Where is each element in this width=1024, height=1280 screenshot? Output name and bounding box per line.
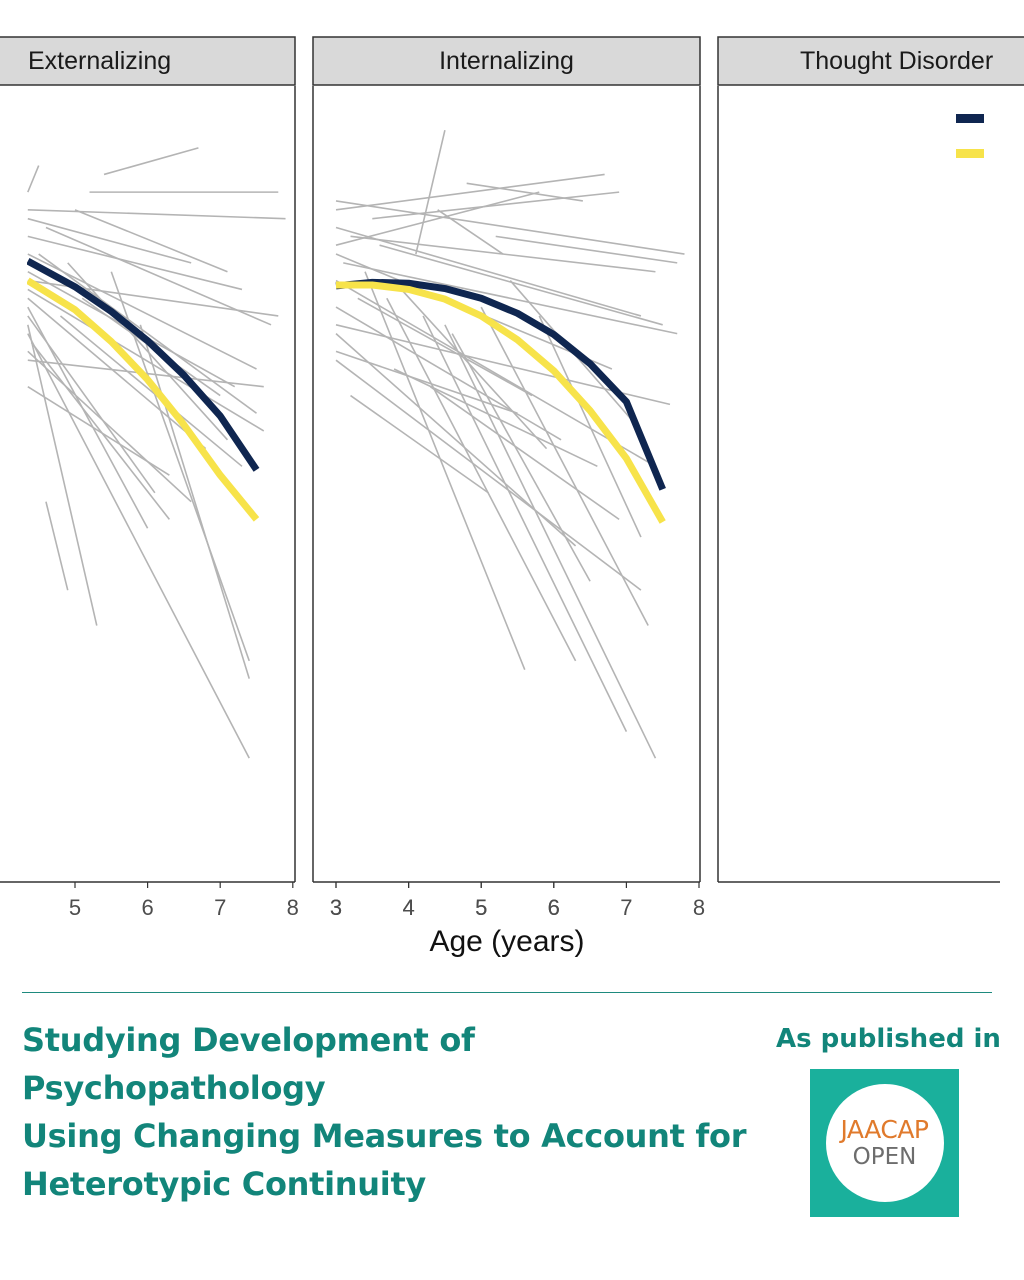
- individual-trajectory: [438, 201, 590, 236]
- x-tick-label: 8: [693, 895, 705, 920]
- facet-panel-thought-disorder: Thought Disorder 3 4 5 6: [330, 36, 1024, 920]
- x-tick-label: 3: [330, 895, 342, 920]
- mean-curve-yellow: [27, 277, 260, 522]
- strip-header: [717, 36, 1024, 86]
- individual-trajectory: [27, 165, 40, 193]
- journal-logo-circle: JAACAP OPEN: [825, 1084, 944, 1202]
- x-tick-label: 4: [402, 895, 414, 920]
- individual-trajectory: [423, 360, 503, 475]
- individual-trajectory: [335, 173, 605, 211]
- mean-curve-dark: [335, 278, 666, 491]
- individual-trajectory: [335, 359, 642, 591]
- mean-curve-dark: [27, 258, 260, 472]
- individual-trajectory: [103, 147, 199, 176]
- individual-trajectory: [429, 386, 620, 521]
- individual-trajectory: [27, 288, 265, 432]
- individual-trajectory: [350, 394, 489, 494]
- x-tick-label: 6: [548, 895, 560, 920]
- plot-area: [27, 147, 286, 759]
- individual-trajectory: [480, 306, 649, 626]
- x-tick-label: 7: [620, 895, 632, 920]
- x-tick-label: 8: [287, 895, 299, 920]
- individual-trajectory: [467, 228, 590, 272]
- individual-trajectory: [27, 209, 286, 220]
- journal-logo: JAACAP OPEN: [810, 1069, 959, 1217]
- x-tick-label: 6: [548, 895, 560, 920]
- footer-divider: [22, 992, 992, 993]
- individual-trajectory: [538, 315, 642, 538]
- individual-trajectory: [357, 297, 533, 397]
- individual-trajectory: [350, 235, 656, 273]
- x-tick-label: 7: [214, 895, 226, 920]
- individual-trajectory: [393, 368, 598, 468]
- individual-trajectory: [386, 297, 577, 662]
- individual-trajectory: [59, 315, 243, 467]
- individual-trajectory: [335, 306, 562, 441]
- individual-trajectory: [422, 315, 628, 732]
- individual-trajectory: [335, 191, 540, 246]
- individual-trajectory: [335, 279, 656, 468]
- strip-title: Externalizing: [28, 47, 171, 75]
- individual-trajectory: [466, 182, 583, 202]
- individual-trajectory: [27, 333, 250, 759]
- x-axis-title: Age (years): [429, 925, 584, 958]
- individual-trajectory: [67, 262, 229, 441]
- strip-title: Internalizing: [439, 47, 574, 75]
- mean-curve-yellow: [336, 281, 666, 524]
- strip-header: [312, 36, 701, 86]
- journal-logo-top: JAACAP: [840, 1115, 929, 1144]
- x-tick-label: 6: [141, 895, 153, 920]
- facet-panel-externalizing: Externalizing 5 6 7 8: [0, 36, 299, 920]
- plot-area: [335, 130, 685, 759]
- article-title: Studying Development of Psychopathology …: [22, 1021, 747, 1203]
- individual-trajectory: [27, 350, 192, 503]
- facet-panel-internalizing: Internalizing 3 4 5 6 7 8: [312, 36, 705, 920]
- journal-logo-bottom: OPEN: [852, 1144, 917, 1170]
- individual-trajectory: [400, 288, 548, 450]
- individual-trajectory: [27, 217, 192, 264]
- individual-trajectory: [74, 209, 228, 273]
- x-tick-label: 5: [69, 895, 81, 920]
- individual-trajectory: [27, 315, 156, 494]
- individual-trajectory: [30, 341, 171, 520]
- individual-trajectory: [437, 209, 504, 255]
- x-tick-label: 5: [475, 895, 487, 920]
- legend-key-yellow: [956, 149, 984, 158]
- individual-trajectory: [343, 262, 678, 335]
- published-in-label: As published in: [776, 1024, 1001, 1054]
- x-tick-label: 4: [402, 895, 414, 920]
- individual-trajectory: [335, 226, 642, 317]
- x-tick-label: 5: [475, 895, 487, 920]
- individual-trajectory: [379, 244, 663, 326]
- individual-trajectory: [387, 396, 525, 493]
- individual-trajectory: [415, 130, 446, 255]
- individual-trajectory: [27, 235, 243, 291]
- individual-trajectory: [335, 200, 685, 255]
- individual-trajectory: [27, 324, 98, 626]
- individual-trajectory: [335, 350, 518, 415]
- strip-header: [0, 36, 296, 86]
- individual-trajectory: [45, 226, 272, 326]
- x-tick-label: 3: [330, 895, 342, 920]
- individual-trajectory: [139, 324, 251, 679]
- strip-title: Thought Disorder: [800, 47, 993, 75]
- individual-trajectory: [444, 324, 657, 759]
- legend-key-dark: [956, 114, 984, 123]
- individual-trajectory: [358, 210, 590, 245]
- individual-trajectory: [27, 279, 279, 317]
- individual-trajectory: [38, 253, 257, 414]
- individual-trajectory: [45, 501, 69, 591]
- individual-trajectory: [451, 333, 591, 582]
- individual-trajectory: [27, 297, 207, 450]
- individual-trajectory: [495, 235, 678, 264]
- individual-trajectory: [372, 191, 620, 220]
